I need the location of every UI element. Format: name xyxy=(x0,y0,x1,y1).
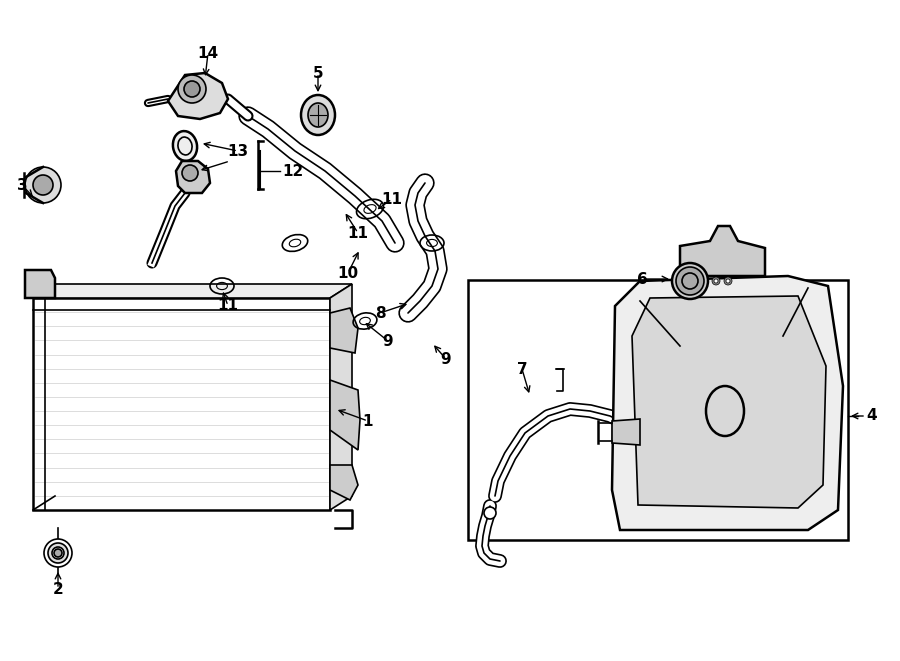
Bar xyxy=(468,280,848,540)
Text: 11: 11 xyxy=(347,225,368,241)
Text: 9: 9 xyxy=(441,352,451,366)
Circle shape xyxy=(52,547,64,559)
Circle shape xyxy=(726,279,730,283)
Text: 12: 12 xyxy=(282,163,303,178)
Circle shape xyxy=(25,167,61,203)
Circle shape xyxy=(712,277,720,285)
Circle shape xyxy=(44,539,72,567)
Polygon shape xyxy=(680,226,765,276)
Text: 11: 11 xyxy=(382,192,402,206)
Polygon shape xyxy=(330,308,358,353)
Text: 10: 10 xyxy=(338,266,358,280)
Text: 7: 7 xyxy=(517,362,527,377)
Polygon shape xyxy=(33,284,352,298)
Polygon shape xyxy=(330,380,360,450)
Polygon shape xyxy=(25,270,55,298)
Polygon shape xyxy=(330,284,352,510)
Circle shape xyxy=(33,175,53,195)
Circle shape xyxy=(184,81,200,97)
Text: 11: 11 xyxy=(218,299,238,313)
Circle shape xyxy=(676,267,704,295)
Text: 6: 6 xyxy=(636,272,647,286)
Text: 2: 2 xyxy=(52,582,63,596)
Circle shape xyxy=(724,277,732,285)
Polygon shape xyxy=(612,276,843,530)
Polygon shape xyxy=(33,298,330,510)
Text: 14: 14 xyxy=(197,46,219,61)
Circle shape xyxy=(484,507,496,519)
Text: 4: 4 xyxy=(866,408,877,424)
Circle shape xyxy=(672,263,708,299)
Circle shape xyxy=(178,75,206,103)
Ellipse shape xyxy=(301,95,335,135)
Ellipse shape xyxy=(173,131,197,161)
Circle shape xyxy=(48,543,68,563)
Polygon shape xyxy=(168,73,228,119)
Polygon shape xyxy=(176,161,210,193)
Circle shape xyxy=(182,165,198,181)
Polygon shape xyxy=(330,465,358,500)
Polygon shape xyxy=(632,296,826,508)
Ellipse shape xyxy=(308,103,328,127)
Text: 5: 5 xyxy=(312,65,323,81)
Circle shape xyxy=(714,279,718,283)
Text: 13: 13 xyxy=(228,143,248,159)
Text: 8: 8 xyxy=(374,305,385,321)
Polygon shape xyxy=(612,419,640,445)
Text: 9: 9 xyxy=(382,334,393,348)
Text: 1: 1 xyxy=(363,414,374,428)
Text: 3: 3 xyxy=(17,178,27,192)
Circle shape xyxy=(54,549,62,557)
